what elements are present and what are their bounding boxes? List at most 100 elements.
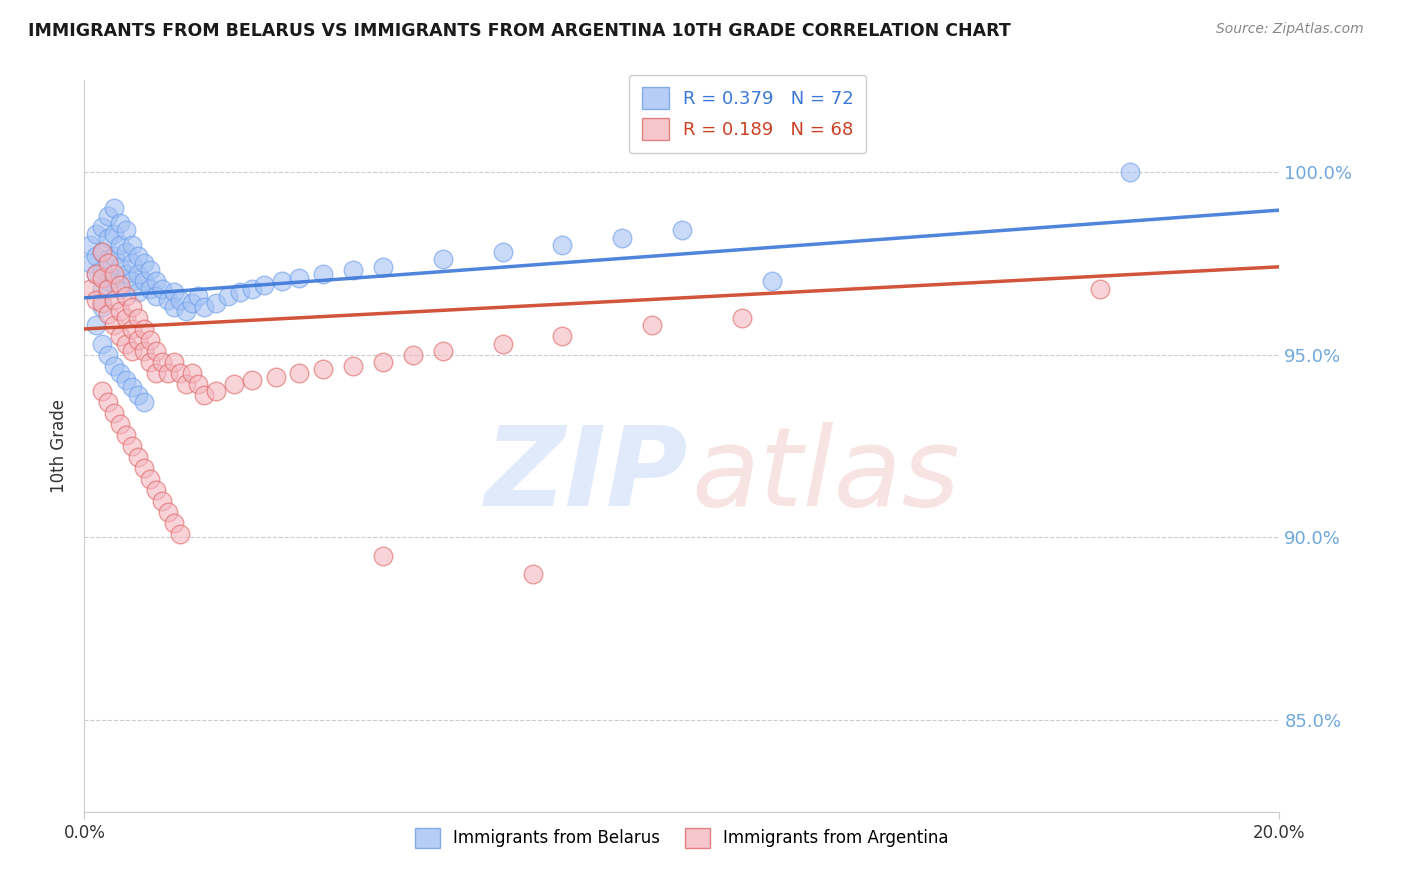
Point	[86, 267, 108, 281]
Point	[150, 494, 173, 508]
Point	[761, 274, 783, 288]
Point	[551, 329, 574, 343]
Point	[1119, 164, 1142, 178]
Point	[127, 267, 149, 281]
Point	[163, 355, 186, 369]
Point	[103, 249, 125, 263]
Point	[222, 376, 245, 391]
Y-axis label: 10th Grade: 10th Grade	[51, 399, 69, 493]
Point	[110, 278, 132, 293]
Point	[79, 238, 101, 252]
Point	[181, 296, 204, 310]
Point	[373, 355, 395, 369]
Point	[312, 267, 335, 281]
Point	[1090, 282, 1112, 296]
Point	[132, 343, 156, 358]
Point	[110, 417, 132, 431]
Point	[270, 274, 292, 288]
Legend: Immigrants from Belarus, Immigrants from Argentina: Immigrants from Belarus, Immigrants from…	[408, 821, 956, 855]
Text: Source: ZipAtlas.com: Source: ZipAtlas.com	[1216, 22, 1364, 37]
Point	[139, 355, 162, 369]
Point	[612, 230, 634, 244]
Point	[671, 223, 693, 237]
Point	[121, 343, 143, 358]
Point	[121, 300, 143, 314]
Point	[127, 450, 149, 464]
Point	[240, 373, 263, 387]
Point	[91, 245, 114, 260]
Point	[551, 238, 574, 252]
Point	[91, 300, 114, 314]
Text: IMMIGRANTS FROM BELARUS VS IMMIGRANTS FROM ARGENTINA 10TH GRADE CORRELATION CHAR: IMMIGRANTS FROM BELARUS VS IMMIGRANTS FR…	[28, 22, 1011, 40]
Point	[121, 256, 143, 270]
Point	[139, 472, 162, 486]
Point	[110, 329, 132, 343]
Point	[522, 567, 544, 582]
Point	[150, 282, 173, 296]
Point	[132, 461, 156, 475]
Point	[110, 216, 132, 230]
Point	[145, 289, 167, 303]
Point	[97, 282, 120, 296]
Point	[193, 300, 215, 314]
Point	[139, 263, 162, 277]
Point	[79, 282, 101, 296]
Point	[91, 384, 114, 399]
Point	[115, 223, 138, 237]
Point	[492, 245, 515, 260]
Point	[169, 526, 191, 541]
Point	[97, 307, 120, 321]
Point	[342, 359, 364, 373]
Point	[288, 366, 311, 380]
Point	[127, 311, 149, 326]
Point	[115, 373, 138, 387]
Point	[103, 359, 125, 373]
Point	[181, 366, 204, 380]
Point	[641, 318, 664, 333]
Point	[127, 388, 149, 402]
Point	[121, 439, 143, 453]
Point	[115, 336, 138, 351]
Point	[157, 366, 180, 380]
Point	[115, 428, 138, 442]
Point	[86, 227, 108, 241]
Point	[492, 336, 515, 351]
Point	[132, 256, 156, 270]
Point	[169, 366, 191, 380]
Point	[150, 355, 173, 369]
Point	[115, 289, 138, 303]
Point	[163, 516, 186, 530]
Point	[139, 282, 162, 296]
Point	[110, 303, 132, 318]
Point	[103, 202, 125, 216]
Point	[79, 256, 101, 270]
Point	[157, 293, 180, 307]
Point	[205, 384, 228, 399]
Point	[103, 293, 125, 307]
Point	[86, 267, 108, 281]
Point	[91, 270, 114, 285]
Point	[86, 293, 108, 307]
Point	[174, 303, 197, 318]
Point	[97, 348, 120, 362]
Point	[312, 362, 335, 376]
Point	[731, 311, 754, 326]
Point	[91, 263, 114, 277]
Point	[86, 249, 108, 263]
Point	[103, 227, 125, 241]
Point	[169, 293, 191, 307]
Point	[91, 282, 114, 296]
Point	[110, 366, 132, 380]
Point	[432, 252, 454, 267]
Point	[115, 267, 138, 281]
Point	[264, 369, 287, 384]
Point	[132, 322, 156, 336]
Point	[103, 267, 125, 281]
Point	[373, 549, 395, 563]
Point	[127, 249, 149, 263]
Point	[139, 333, 162, 347]
Point	[127, 333, 149, 347]
Point	[86, 318, 108, 333]
Point	[97, 252, 120, 267]
Point	[402, 348, 425, 362]
